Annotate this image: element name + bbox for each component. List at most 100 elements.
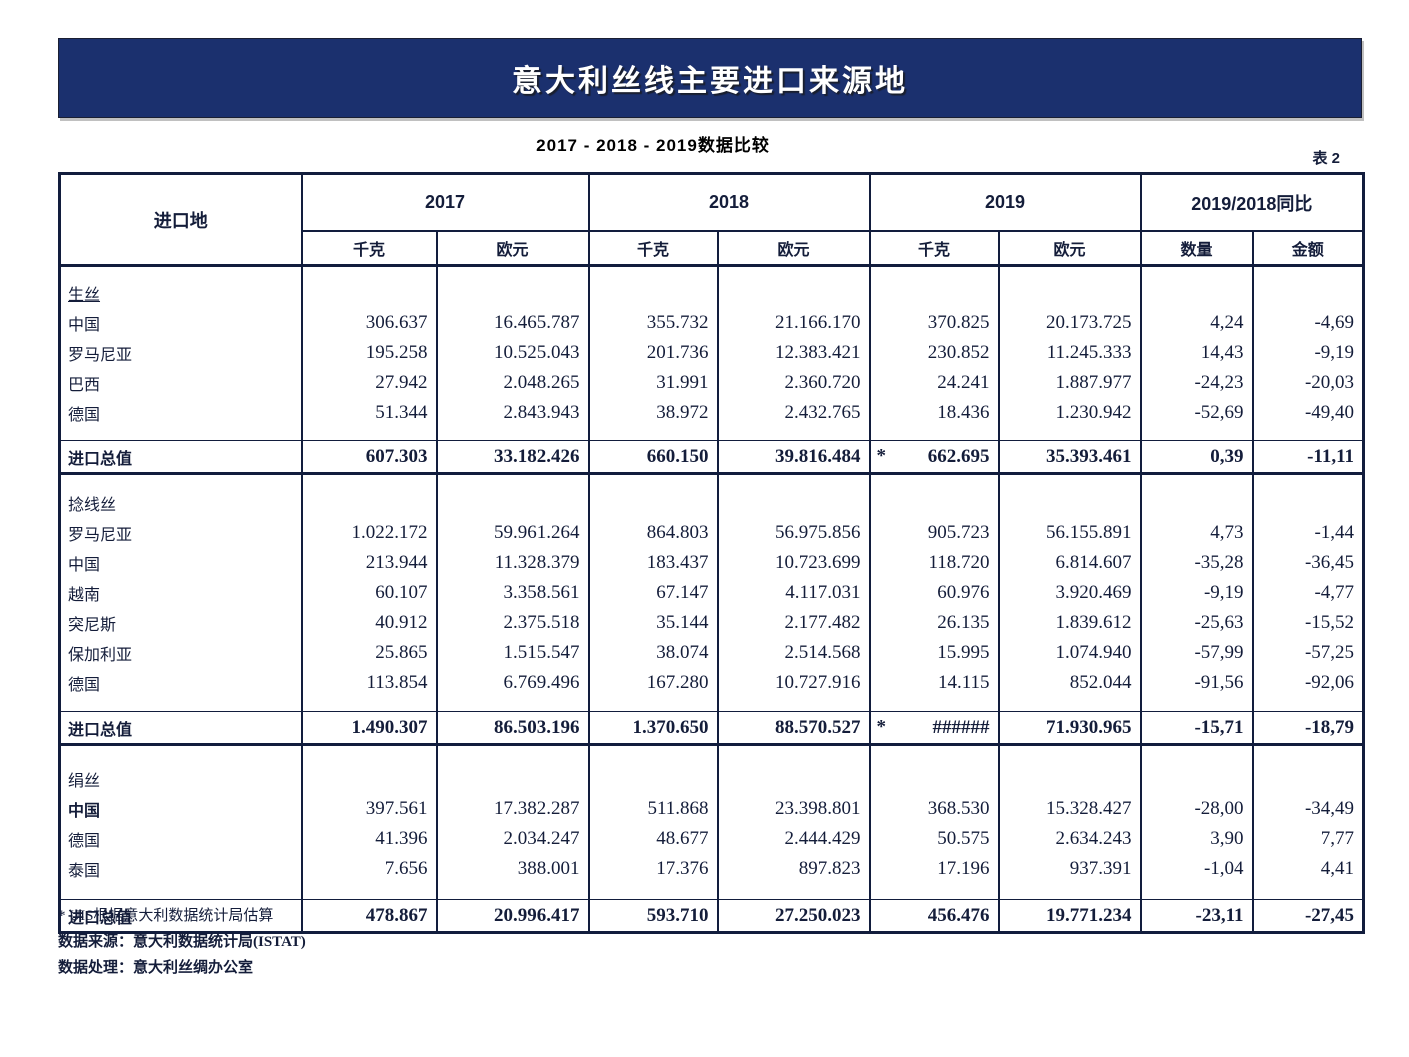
empty-cell xyxy=(1251,265,1365,308)
cell-place: 泰国 xyxy=(58,853,303,884)
cell-value: -1,04 xyxy=(1139,853,1254,884)
cell-value: 864.803 xyxy=(587,517,719,548)
cell-place: 巴西 xyxy=(58,367,303,398)
total-value-text: 1.490.307 xyxy=(351,716,428,738)
cell-value: 195.258 xyxy=(300,337,438,368)
table-row: 德国 113.854 6.769.496 167.280 10.727.916 14.11… xyxy=(58,667,1365,698)
section-name: 绢丝 xyxy=(68,772,101,790)
cell-value: -25,63 xyxy=(1139,607,1254,638)
table-row: 中国 213.944 11.328.379 183.437 10.723.699 118.… xyxy=(58,547,1365,578)
cell-value: 2.432.765 xyxy=(716,397,871,428)
cell-value: 16.465.787 xyxy=(435,307,590,338)
total-value: 1.370.650 xyxy=(587,711,719,746)
cell-value: 17.376 xyxy=(587,853,719,884)
spacer-row xyxy=(58,427,1365,441)
cell-place: 中国 xyxy=(58,307,303,338)
total-value-text: 39.816.484 xyxy=(775,445,861,467)
total-value: -23,11 xyxy=(1139,899,1254,934)
cell-value: -35,28 xyxy=(1139,547,1254,578)
cell-value: 852.044 xyxy=(997,667,1142,698)
cell-value: 67.147 xyxy=(587,577,719,608)
cell-value: 1.887.977 xyxy=(997,367,1142,398)
empty-cell xyxy=(997,473,1142,518)
table-number-label: 表 2 xyxy=(1312,150,1340,167)
table-row: 中国 306.637 16.465.787 355.732 21.166.170 370.… xyxy=(58,307,1365,338)
cell-value: 6.814.607 xyxy=(997,547,1142,578)
col-header-2018: 2018 xyxy=(587,173,871,232)
cell-value: 230.852 xyxy=(868,337,1000,368)
empty-cell xyxy=(997,744,1142,794)
cell-value: 20.173.725 xyxy=(997,307,1142,338)
cell-value: -20,03 xyxy=(1251,367,1365,398)
cell-value: 48.677 xyxy=(587,823,719,854)
cell-value: 2.360.720 xyxy=(716,367,871,398)
cell-value: 25.865 xyxy=(300,637,438,668)
cell-value: 15.995 xyxy=(868,637,1000,668)
total-value-text: 593.710 xyxy=(646,904,709,926)
total-value-text: 20.996.417 xyxy=(494,904,580,926)
cell-value: 368.530 xyxy=(868,793,1000,824)
cell-value: 50.575 xyxy=(868,823,1000,854)
cell-value: 3.920.469 xyxy=(997,577,1142,608)
table-row: 泰国 7.656 388.001 17.376 897.823 17.196 937.391… xyxy=(58,853,1365,884)
table-row: 中国 397.561 17.382.287 511.868 23.398.801 368.… xyxy=(58,793,1365,824)
empty-cell xyxy=(300,883,438,900)
empty-cell xyxy=(300,265,438,308)
empty-cell xyxy=(716,697,871,712)
unit-header-eur-2018: 欧元 xyxy=(716,231,871,266)
total-value-text: 86.503.196 xyxy=(494,716,580,738)
unit-header-kg-2017: 千克 xyxy=(300,231,438,266)
empty-cell xyxy=(1251,473,1365,518)
empty-cell xyxy=(587,265,719,308)
section-name-cell: 绢丝 xyxy=(58,744,303,794)
total-value: 0,39 xyxy=(1139,440,1254,475)
empty-cell xyxy=(435,697,590,712)
total-value: 593.710 xyxy=(587,899,719,934)
cell-value: 4,41 xyxy=(1251,853,1365,884)
cell-value: 10.723.699 xyxy=(716,547,871,578)
empty-cell xyxy=(300,697,438,712)
total-value: 88.570.527 xyxy=(716,711,871,746)
cell-value: 1.515.547 xyxy=(435,637,590,668)
total-value-text: -11,11 xyxy=(1307,445,1355,467)
cell-place: 中国 xyxy=(58,547,303,578)
total-label: 进口总值 xyxy=(58,440,303,475)
cell-place: 德国 xyxy=(58,397,303,428)
table-row: 罗马尼亚 195.258 10.525.043 201.736 12.383.421 23… xyxy=(58,337,1365,368)
empty-cell xyxy=(58,697,303,712)
footnote: * UIS根据意大利数据统计局估算 xyxy=(58,908,274,924)
table-row: 保加利亚 25.865 1.515.547 38.074 2.514.568 15.995… xyxy=(58,637,1365,668)
cell-value: 17.196 xyxy=(868,853,1000,884)
total-value: 39.816.484 xyxy=(716,440,871,475)
unit-header-amount: 金额 xyxy=(1251,231,1365,266)
empty-cell xyxy=(587,427,719,441)
total-row: 进口总值 607.303 33.182.426 660.150 39.816.484 * 6… xyxy=(58,440,1365,475)
total-value-text: 607.303 xyxy=(365,445,428,467)
empty-cell xyxy=(997,265,1142,308)
section-label-row: 绢丝 xyxy=(58,744,1365,794)
total-value: 86.503.196 xyxy=(435,711,590,746)
cell-value: 15.328.427 xyxy=(997,793,1142,824)
total-value: -18,79 xyxy=(1251,711,1365,746)
total-value-text: -23,11 xyxy=(1195,904,1244,926)
table-body: 生丝 中国 306.637 16.465.787 355.732 21.166.170 37… xyxy=(58,265,1365,934)
cell-value: 40.912 xyxy=(300,607,438,638)
cell-value: 18.436 xyxy=(868,397,1000,428)
cell-value: 1.022.172 xyxy=(300,517,438,548)
cell-value: 11.245.333 xyxy=(997,337,1142,368)
empty-cell xyxy=(868,697,1000,712)
cell-value: 2.444.429 xyxy=(716,823,871,854)
cell-value: 113.854 xyxy=(300,667,438,698)
cell-value: 201.736 xyxy=(587,337,719,368)
cell-value: 21.166.170 xyxy=(716,307,871,338)
unit-header-quantity: 数量 xyxy=(1139,231,1254,266)
empty-cell xyxy=(997,427,1142,441)
total-value-text: 1.370.650 xyxy=(632,716,709,738)
empty-cell xyxy=(716,427,871,441)
cell-value: 17.382.287 xyxy=(435,793,590,824)
cell-value: 35.144 xyxy=(587,607,719,638)
cell-value: 27.942 xyxy=(300,367,438,398)
cell-value: 41.396 xyxy=(300,823,438,854)
empty-cell xyxy=(58,427,303,441)
empty-cell xyxy=(868,883,1000,900)
